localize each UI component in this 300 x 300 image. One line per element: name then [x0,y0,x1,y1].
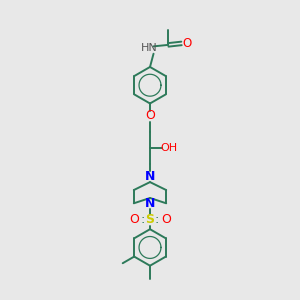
Text: O: O [145,109,155,122]
Text: HN: HN [141,44,158,53]
Text: O: O [182,37,191,50]
Text: O: O [129,213,139,226]
Text: :: : [155,213,159,226]
Text: N: N [145,170,155,183]
Text: :: : [141,213,145,226]
Text: S: S [146,213,154,226]
Text: OH: OH [160,143,178,153]
Text: O: O [161,213,171,226]
Text: N: N [145,197,155,210]
